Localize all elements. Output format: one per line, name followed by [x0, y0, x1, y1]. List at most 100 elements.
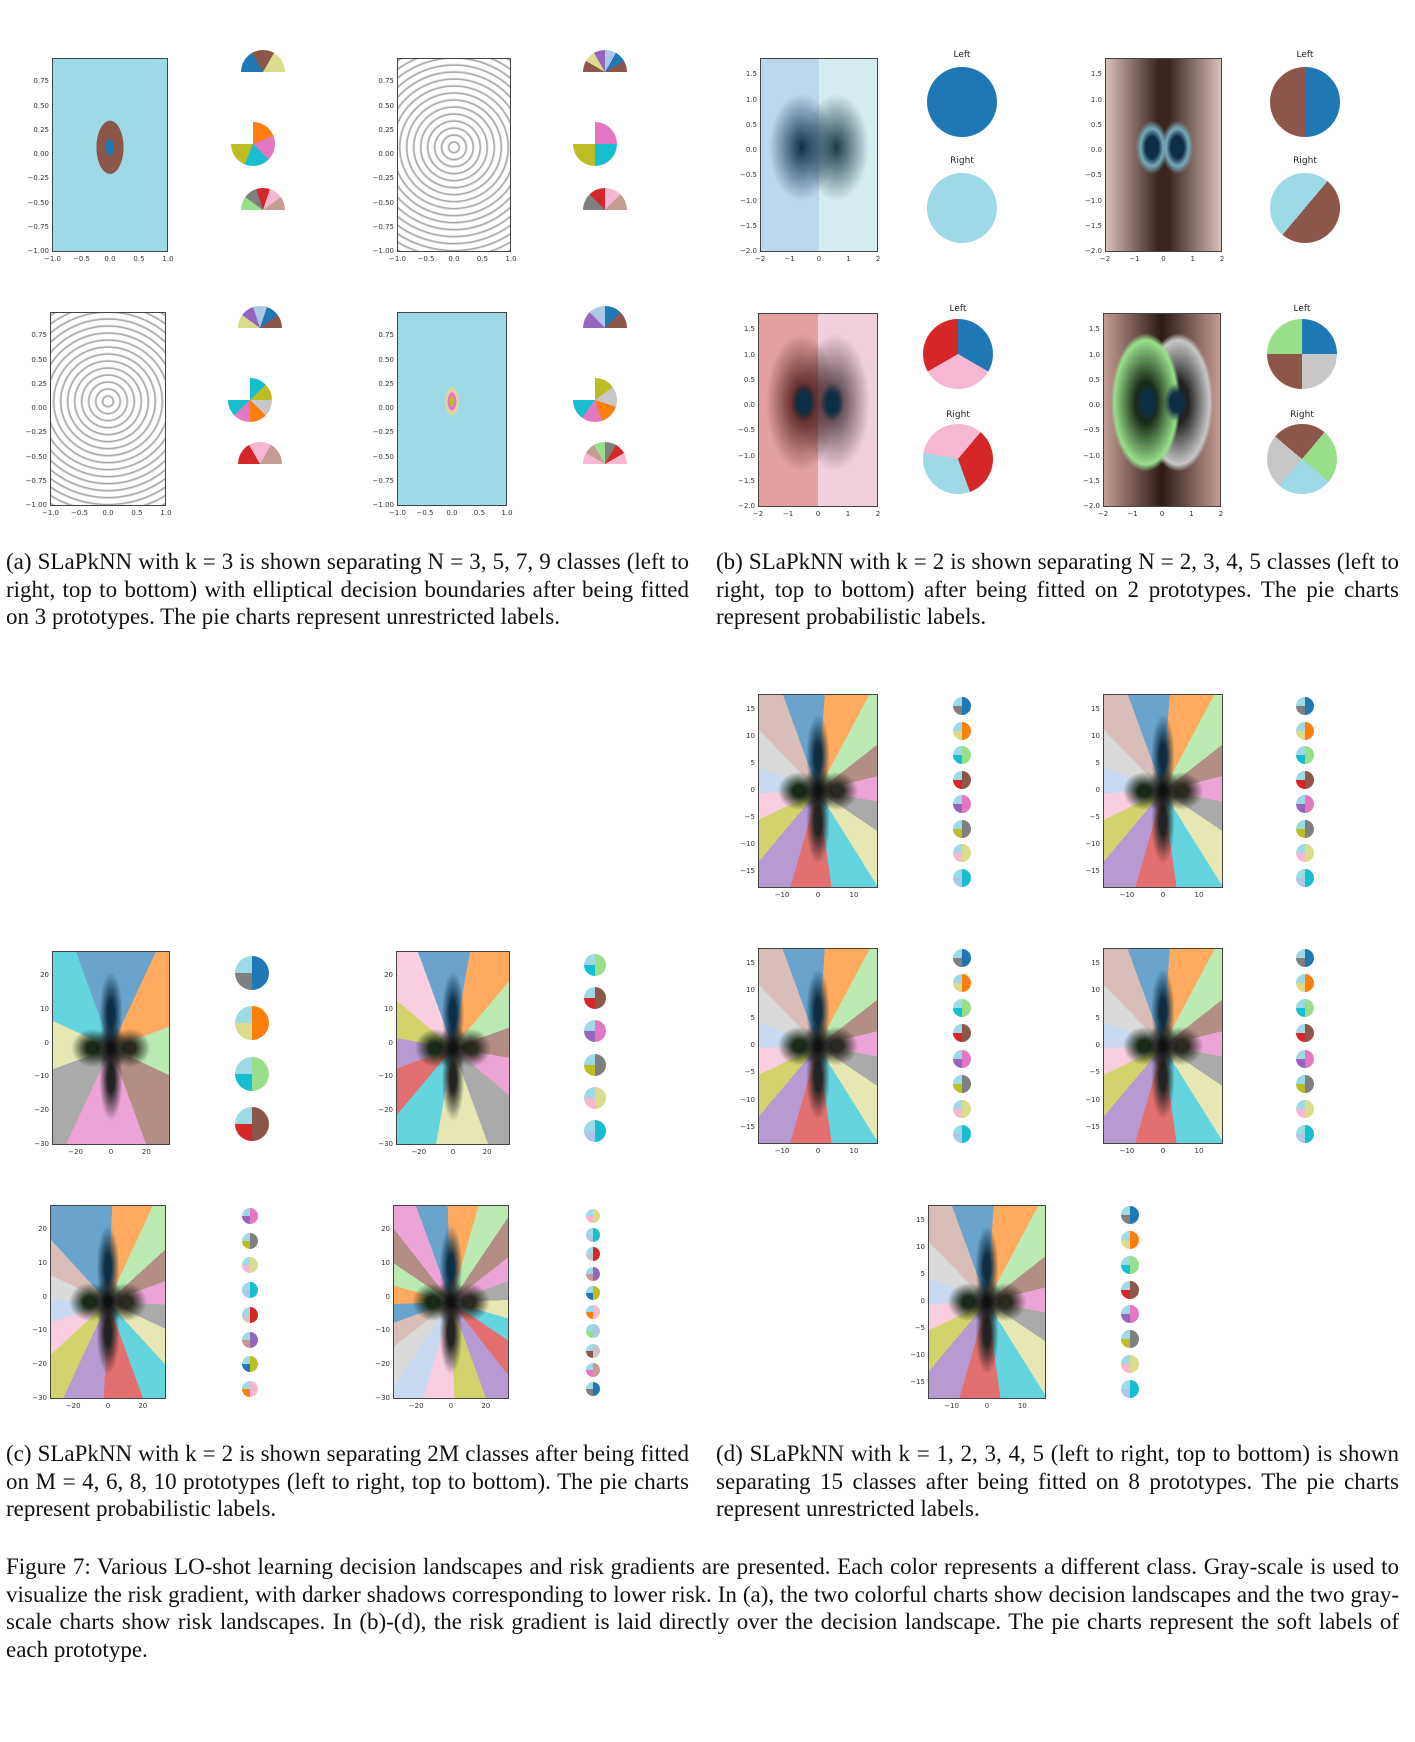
x-tick-label: 20 — [482, 1148, 492, 1156]
y-tick-label: −1.00 — [27, 247, 49, 255]
y-tick-label: 0.5 — [1088, 375, 1100, 384]
pie-title: Right — [1290, 410, 1314, 420]
y-tick-label: −0.75 — [372, 222, 394, 231]
y-tick-label: 0.0 — [1088, 401, 1100, 410]
y-tick-label: −0.75 — [372, 476, 394, 485]
pie-chart — [1270, 67, 1340, 137]
y-tick-label: −0.5 — [740, 171, 757, 180]
y-tick-label: −10 — [740, 840, 755, 849]
y-tick-label: −0.25 — [27, 174, 49, 183]
x-tick-label: 1.0 — [501, 509, 513, 517]
y-tick-label: −2.0 — [738, 502, 755, 510]
y-tick-label: 0 — [1095, 786, 1100, 794]
y-tick-label: 0.75 — [31, 331, 47, 340]
y-tick-label: 0 — [42, 1292, 47, 1301]
y-tick-label: 15 — [1091, 704, 1100, 713]
pie-chart — [228, 378, 272, 422]
y-tick-label: 10 — [381, 1258, 390, 1267]
pie-chart — [1267, 319, 1337, 389]
x-tick-label: 0.0 — [446, 509, 458, 517]
y-tick-label: −1.0 — [1083, 451, 1100, 460]
x-tick-label: 0.0 — [448, 255, 460, 263]
y-tick-label: −20 — [34, 1106, 49, 1115]
y-tick-label: −1.00 — [25, 501, 47, 509]
x-tick-label: 0.5 — [133, 255, 145, 263]
y-tick-label: −2.0 — [1085, 247, 1102, 255]
y-tick-label: 0.00 — [378, 150, 394, 158]
y-tick-label: −0.75 — [27, 222, 49, 231]
y-tick-label: −0.50 — [27, 198, 49, 207]
pie-chart — [242, 1232, 258, 1249]
x-tick-label: 1.0 — [162, 255, 174, 263]
heatmap — [1103, 948, 1223, 1144]
y-tick-label: 0.0 — [745, 146, 757, 155]
x-tick-label: 1 — [845, 510, 851, 518]
y-tick-label: −10 — [1085, 1095, 1100, 1104]
y-tick-label: −5 — [1089, 1068, 1100, 1077]
pie-chart — [1296, 974, 1314, 993]
pie-chart — [1121, 1206, 1139, 1224]
x-tick-label: −20 — [68, 1148, 83, 1156]
x-tick-label: 0.5 — [473, 509, 486, 517]
x-tick-label: −10 — [774, 891, 790, 899]
y-tick-label: 1.0 — [743, 350, 755, 359]
y-tick-label: 0 — [388, 1038, 393, 1047]
pie-chart — [1296, 1024, 1314, 1043]
y-tick-label: −15 — [740, 867, 755, 876]
x-tick-label: 10 — [1017, 1402, 1027, 1410]
y-tick-label: 20 — [40, 971, 49, 980]
y-tick-label: 0 — [750, 1041, 755, 1049]
y-tick-label: −0.50 — [372, 452, 394, 461]
heatmap — [397, 58, 511, 252]
x-tick-label: 2 — [875, 510, 881, 518]
caption-c: (c) SLaPkNN with k = 2 is shown separati… — [6, 1441, 689, 1521]
pie-chart — [586, 1247, 600, 1262]
x-tick-label: 0 — [105, 1402, 111, 1410]
pie-chart — [953, 1049, 971, 1068]
y-tick-label: −30 — [375, 1394, 390, 1402]
pie-chart — [586, 1228, 600, 1243]
pie-chart — [1121, 1330, 1139, 1349]
pie-title: Left — [1293, 304, 1311, 314]
pie-chart — [231, 122, 275, 166]
y-tick-label: 10 — [1091, 731, 1100, 740]
x-tick-label: 0 — [448, 1402, 454, 1410]
pie-chart — [953, 746, 971, 765]
y-tick-label: 5 — [750, 758, 755, 767]
pie-chart — [953, 697, 971, 715]
x-tick-label: −10 — [1119, 1147, 1135, 1155]
y-tick-label: 0.75 — [378, 77, 394, 86]
pie-chart — [953, 999, 971, 1018]
y-tick-label: 10 — [38, 1258, 47, 1267]
y-tick-label: 0.50 — [31, 355, 47, 364]
heatmap — [393, 1205, 509, 1399]
x-tick-label: 20 — [138, 1402, 148, 1410]
pie-chart — [1121, 1280, 1139, 1299]
y-tick-label: 0.5 — [743, 375, 755, 384]
y-tick-label: −15 — [1085, 1123, 1100, 1132]
y-tick-label: 10 — [40, 1004, 49, 1013]
x-tick-label: 20 — [481, 1402, 491, 1410]
pie-chart — [1296, 795, 1314, 814]
pie-chart — [586, 1209, 600, 1223]
heatmap — [1103, 694, 1223, 888]
x-tick-label: 20 — [141, 1148, 151, 1156]
x-tick-label: −20 — [65, 1402, 81, 1410]
pie-chart — [586, 1285, 600, 1300]
y-tick-label: 0.00 — [31, 404, 47, 412]
y-tick-label: 0.25 — [33, 125, 49, 134]
pie-chart — [1296, 721, 1314, 740]
y-tick-label: −2.0 — [1083, 502, 1100, 510]
heatmap — [758, 313, 878, 507]
pie-chart — [583, 50, 627, 94]
x-tick-label: 1 — [1190, 255, 1195, 263]
y-tick-label: 1.5 — [743, 325, 755, 334]
x-tick-label: 0 — [816, 255, 822, 263]
heatmap — [50, 312, 166, 506]
x-tick-label: −10 — [774, 1147, 790, 1155]
pie-chart — [953, 844, 971, 863]
pie-chart — [584, 1020, 606, 1043]
y-tick-label: 15 — [1091, 958, 1100, 967]
y-tick-label: 0.50 — [33, 101, 49, 110]
